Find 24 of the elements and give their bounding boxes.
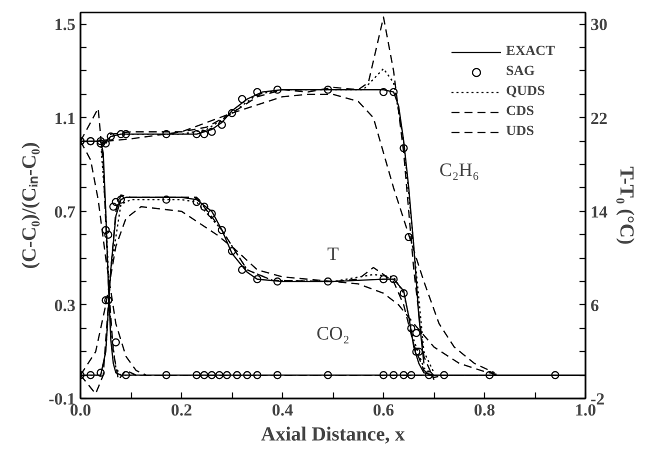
y2-axis-title: T-T₀ (°C) xyxy=(616,166,638,245)
annotation: T xyxy=(327,244,340,266)
legend-label: CDS xyxy=(506,104,534,120)
x-tick-label: 0.4 xyxy=(272,400,294,420)
y-tick-label: 0.3 xyxy=(54,296,76,315)
legend-label: UDS xyxy=(506,124,534,140)
legend-label: SAG xyxy=(506,64,535,80)
y-axis-title: (C-C₀)/(Cᵢₙ-C₀) xyxy=(18,142,41,269)
legend-label: QUDS xyxy=(506,84,545,100)
x-tick-label: 0.8 xyxy=(474,400,496,420)
x-tick-label: 0.2 xyxy=(170,400,192,420)
y2-tick-label: 14 xyxy=(590,202,608,222)
y2-tick-label: 6 xyxy=(590,296,599,315)
x-tick-label: 1.0 xyxy=(574,400,596,420)
y-tick-label: 0.7 xyxy=(54,202,76,222)
y2-tick-label: 30 xyxy=(590,15,608,34)
y-tick-label: 1.5 xyxy=(54,15,76,34)
legend-label: EXACT xyxy=(506,44,555,60)
annotation: C₂H₆ xyxy=(439,160,480,181)
annotation: CO₂ xyxy=(316,324,350,345)
x-axis-title: Axial Distance, x xyxy=(261,424,405,446)
y2-tick-label: 22 xyxy=(590,108,608,128)
x-tick-label: 0.6 xyxy=(372,400,394,420)
y-tick-label: 1.1 xyxy=(54,108,76,128)
